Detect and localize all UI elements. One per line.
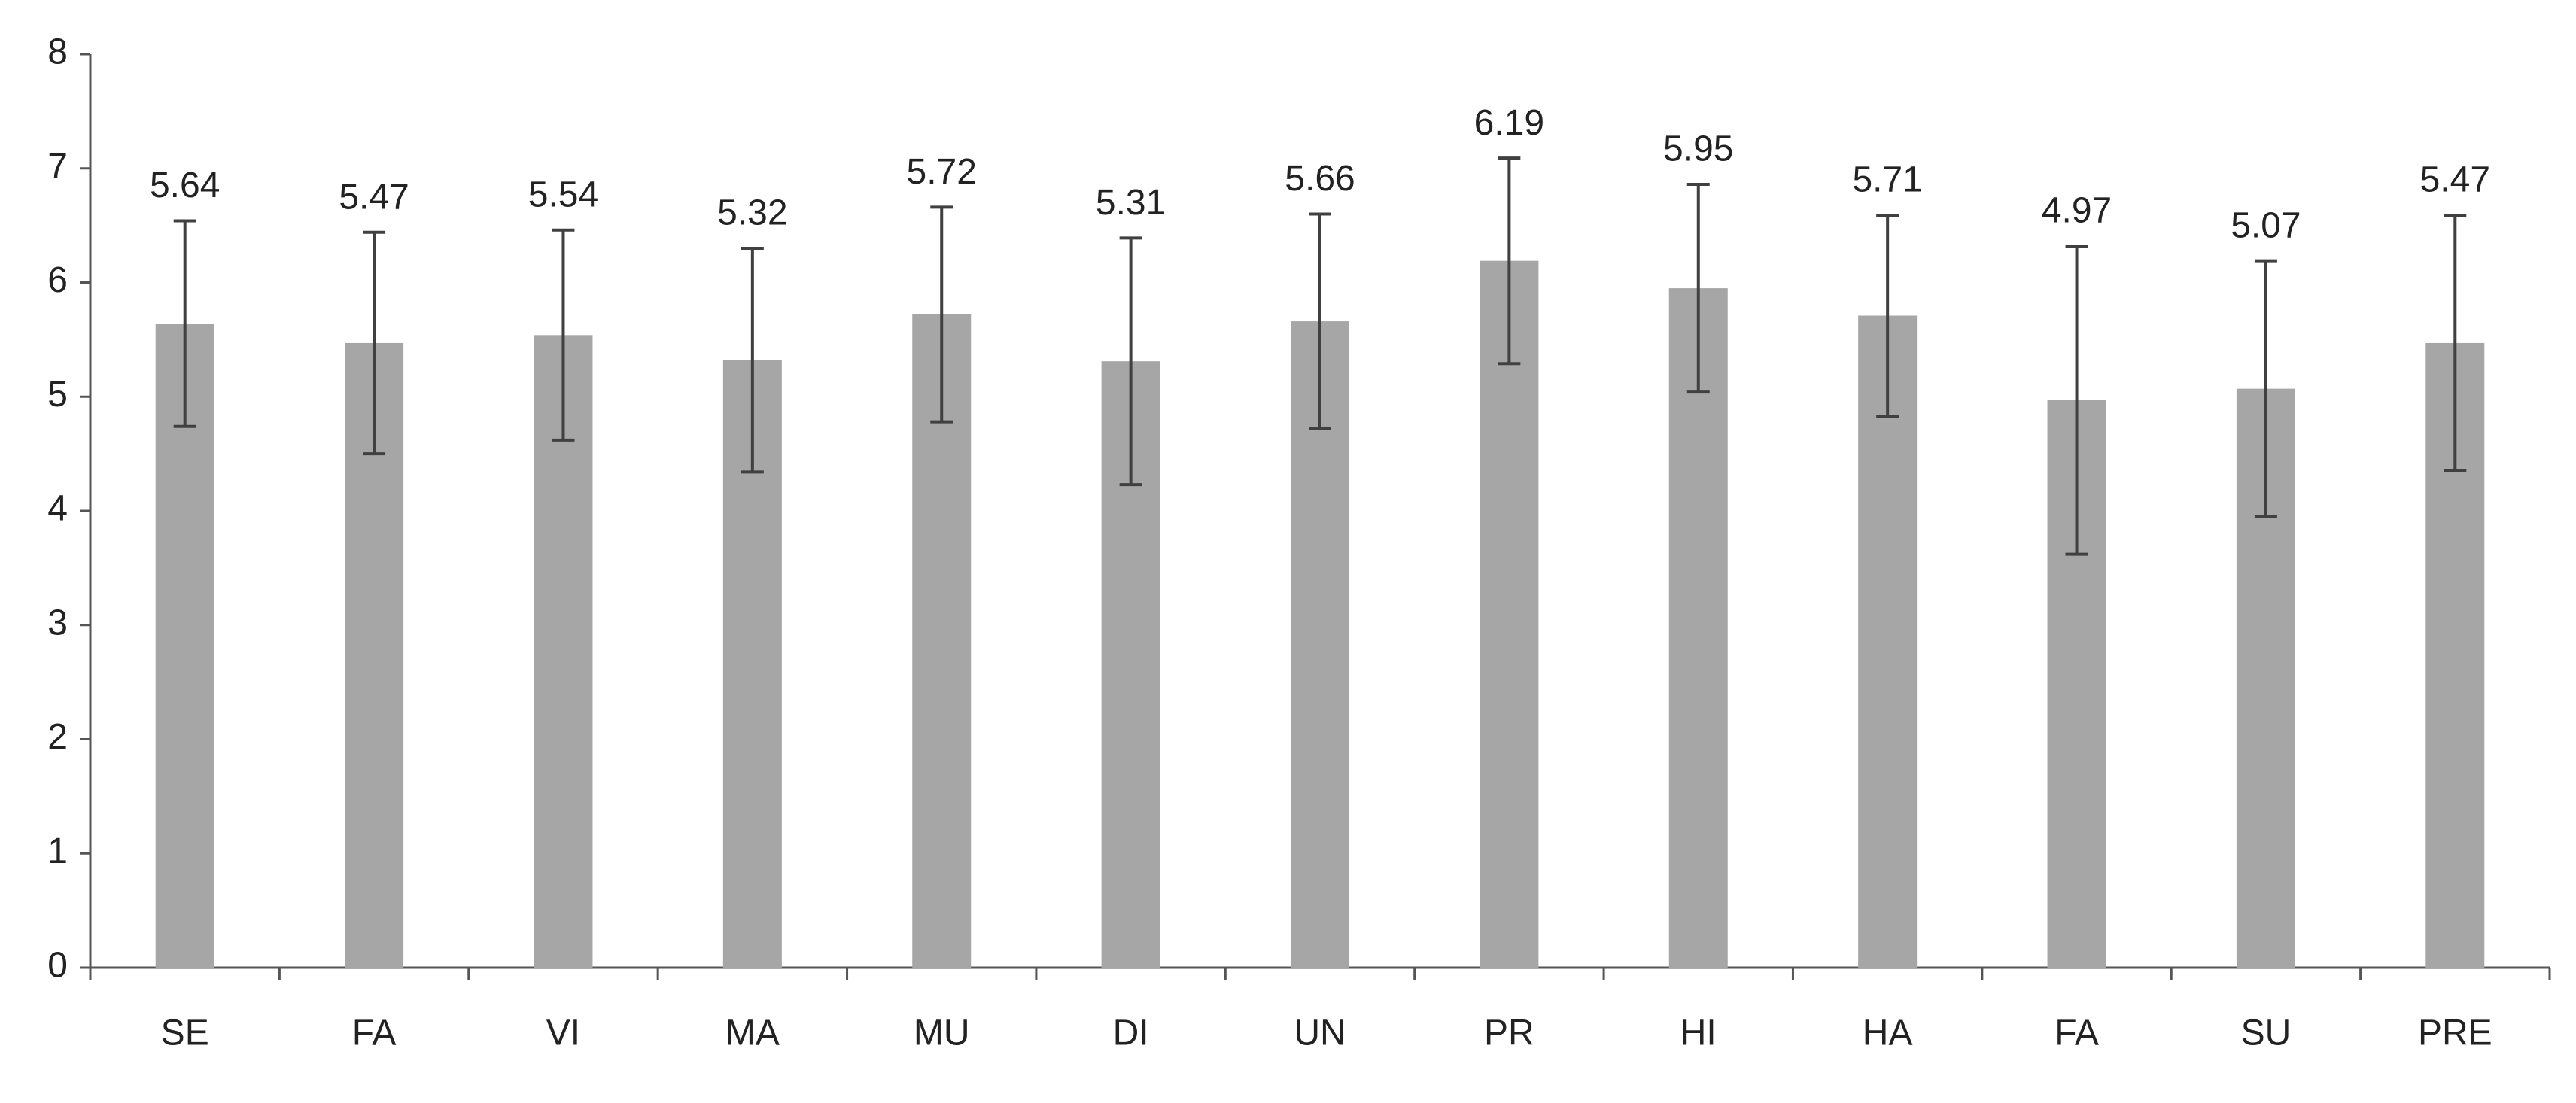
x-tick-label: VI [546, 1013, 580, 1053]
x-tick-label: SU [2241, 1013, 2292, 1053]
value-label: 6.19 [1474, 103, 1544, 143]
y-tick-label: 6 [47, 260, 68, 300]
value-label: 5.66 [1285, 159, 1355, 199]
x-tick-label: UN [1294, 1013, 1346, 1053]
value-label: 5.64 [150, 166, 220, 205]
value-label: 5.54 [528, 175, 598, 214]
x-tick-label: FA [2054, 1013, 2099, 1053]
value-label: 5.95 [1663, 129, 1733, 169]
x-tick-label: PR [1484, 1013, 1534, 1053]
x-tick-label: PRE [2418, 1013, 2492, 1053]
y-tick-label: 2 [47, 717, 68, 757]
x-tick-label: MU [914, 1013, 970, 1053]
value-label: 5.31 [1096, 183, 1166, 223]
y-tick-label: 1 [47, 831, 68, 871]
value-label: 5.72 [907, 152, 977, 192]
bar [1858, 315, 1918, 968]
bar [155, 324, 214, 968]
value-label: 5.32 [717, 193, 787, 233]
bar [1480, 260, 1539, 968]
value-label: 5.47 [2420, 160, 2490, 200]
y-tick-label: 4 [47, 489, 68, 529]
value-label: 5.07 [2231, 205, 2301, 245]
y-tick-label: 7 [47, 146, 68, 186]
x-tick-label: SE [161, 1013, 209, 1053]
value-label: 4.97 [2042, 191, 2112, 231]
y-tick-label: 0 [47, 946, 68, 986]
y-tick-label: 8 [47, 32, 68, 72]
value-label: 5.71 [1852, 160, 1922, 200]
bar [1668, 288, 1728, 968]
value-label: 5.47 [339, 177, 409, 217]
x-tick-label: DI [1113, 1013, 1149, 1053]
bar [912, 314, 972, 968]
x-tick-label: HI [1680, 1013, 1717, 1053]
x-tick-label: FA [352, 1013, 397, 1053]
x-tick-label: HA [1863, 1013, 1913, 1053]
x-tick-label: MA [725, 1013, 780, 1053]
y-tick-label: 5 [47, 375, 68, 415]
y-tick-label: 3 [47, 603, 68, 643]
